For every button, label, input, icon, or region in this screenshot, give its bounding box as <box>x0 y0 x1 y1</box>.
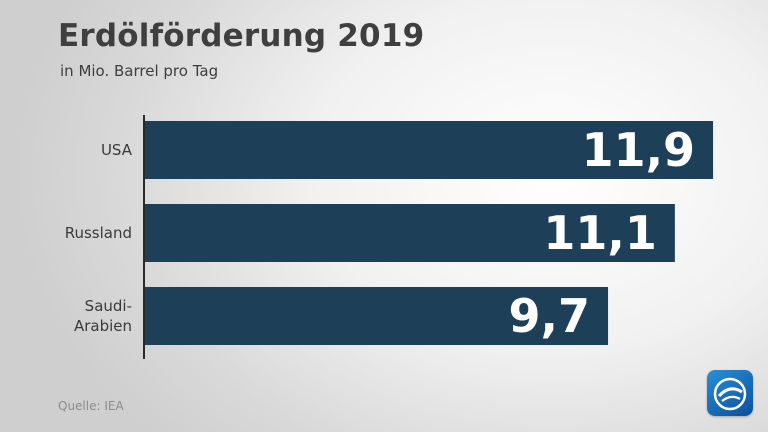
bar-0 <box>145 121 714 179</box>
bar-value-label-1: 11,1 <box>543 206 657 260</box>
source-note: Quelle: IEA <box>58 399 124 413</box>
bar-value-label-0: 11,9 <box>582 123 696 177</box>
bar-2 <box>145 287 609 345</box>
category-label-2-line-0: Saudi- <box>85 297 132 315</box>
chart-title: Erdölförderung 2019 <box>58 18 425 54</box>
logo-icon <box>713 377 747 411</box>
category-label-0: USA <box>101 141 133 159</box>
bar-1 <box>145 204 675 262</box>
category-label-1: Russland <box>65 224 132 242</box>
category-label-2-line-1: Arabien <box>74 317 132 335</box>
broadcaster-logo <box>707 370 753 416</box>
chart-subtitle: in Mio. Barrel pro Tag <box>60 62 219 80</box>
bar-value-label-2: 9,7 <box>509 289 591 343</box>
